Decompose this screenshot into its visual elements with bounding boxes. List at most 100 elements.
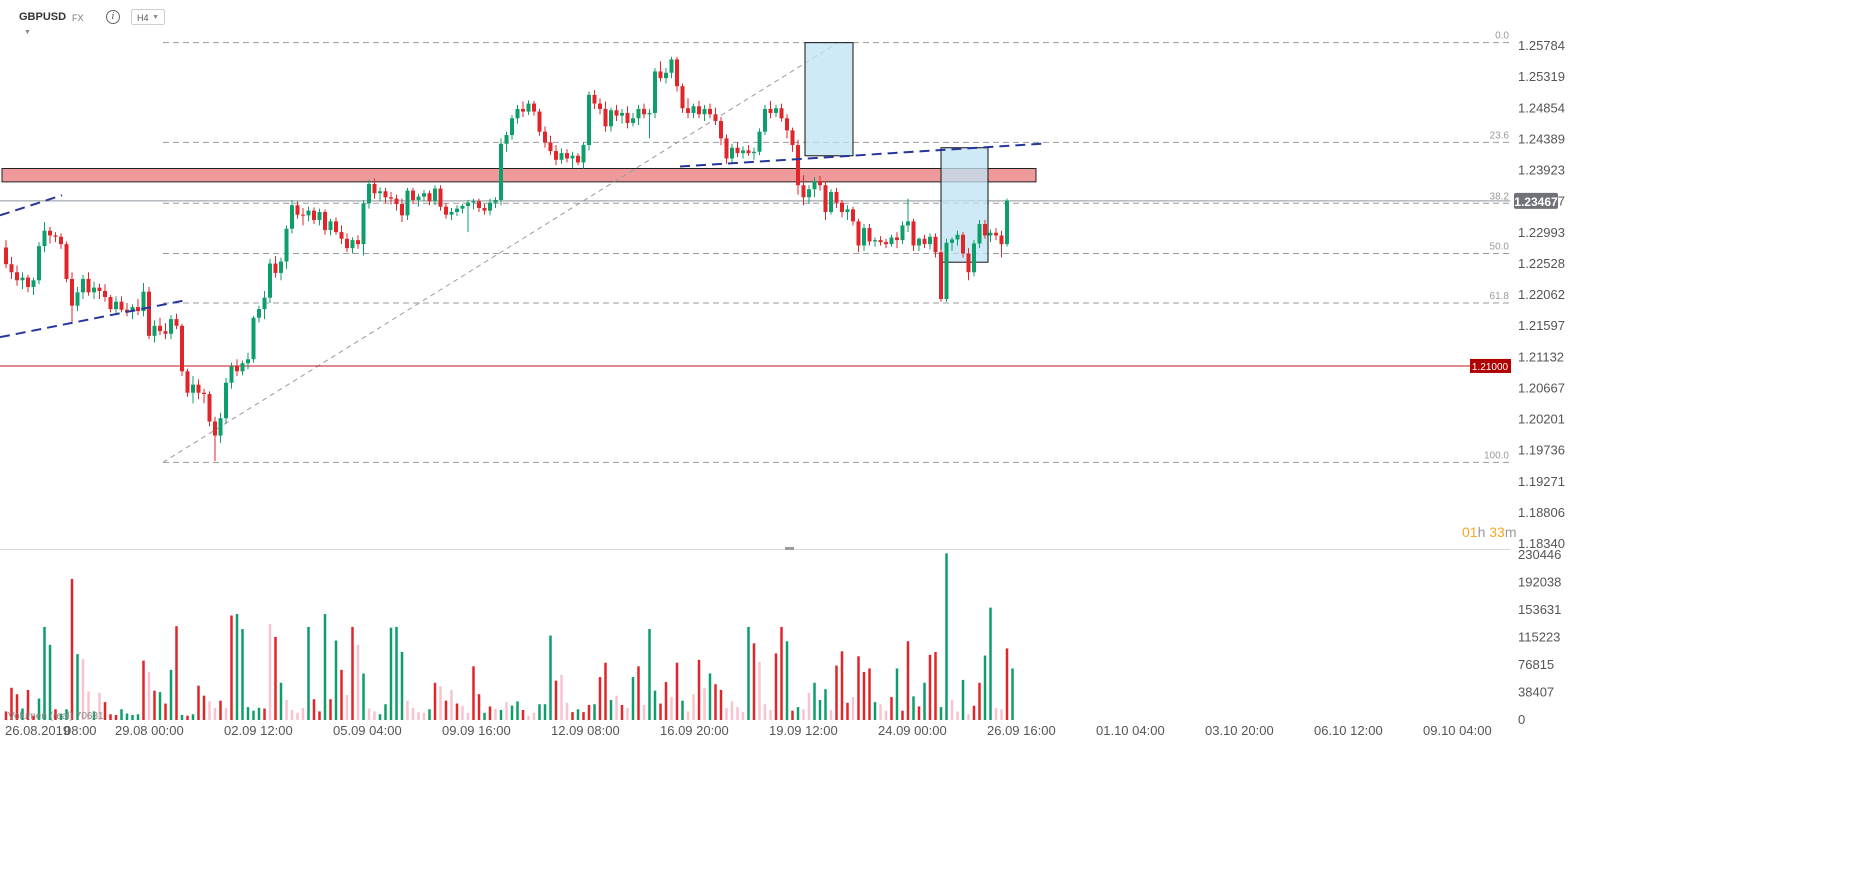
volume-bar [967,714,970,720]
volume-bar [796,707,800,720]
volume-bar [510,705,514,720]
candle-body [818,181,822,186]
volume-bar [472,666,475,720]
volume-bar [851,697,855,720]
volume-bar [708,673,712,720]
candle-body [768,108,773,113]
price-tick-label: 1.22993 [1518,225,1565,240]
volume-bar [923,682,926,720]
volume-bar [367,708,371,720]
candle-body [42,230,47,247]
volume-bar [824,689,827,720]
candle-body [532,103,536,112]
volume-bar [818,699,822,720]
candle-body [653,71,657,113]
volume-bar [428,709,431,720]
price-tick-label: 1.21597 [1518,318,1565,333]
symbol-label[interactable]: GBPUSD [19,11,67,23]
candle-body [301,214,305,216]
volume-bar [549,635,552,720]
candle-body [636,108,641,119]
volume-bar [873,702,877,720]
volume-bar [230,615,233,720]
fib-level-label: 100.0 [1484,450,1509,461]
candle-body [455,208,459,212]
candle-body [961,234,965,254]
volume-bar [829,709,833,720]
candle-body [114,301,118,310]
candle-body [785,118,789,131]
candle-body [147,291,151,336]
volume-bar [257,707,261,720]
candle-body [774,108,778,113]
volume-bar [780,626,783,720]
volume-bar [763,704,767,720]
volume-bar [736,707,739,720]
current-price-label: 1.23467 [1514,195,1558,209]
candle-body [378,191,382,194]
candle-body [807,189,811,198]
volume-bar [560,674,563,720]
volume-bar [609,699,613,720]
volume-bar [384,704,387,720]
volume-bar [296,712,299,720]
volume-bar [175,626,178,720]
price-tick-label: 1.20201 [1518,412,1565,427]
candle-body [482,207,487,211]
volume-bar [620,704,624,720]
candle-body [196,384,201,393]
time-axis-label: 16.09 20:00 [660,723,729,738]
candle-body [81,278,85,293]
volume-bar [70,578,74,720]
candle-body [31,280,36,287]
volume-bar [213,707,217,720]
candle-body [598,103,602,109]
volume-bar [642,704,646,720]
timeframe-select[interactable]: H4 ▼ [131,9,165,25]
volume-bar [648,629,651,720]
candle-body [70,278,74,306]
info-icon[interactable]: i [106,10,120,24]
price-tick-label: 1.18340 [1518,536,1565,551]
current-price-badge [1514,192,1558,209]
volume-bar [389,627,393,720]
volume-bar [978,682,981,720]
candle-body [15,272,19,281]
candle-body [405,190,410,216]
candle-body [576,155,580,163]
symbol-dropdown-icon[interactable]: ▼ [24,29,31,36]
candle-body [4,247,8,265]
volume-bar [318,711,321,720]
volume-bar [373,711,376,720]
volume-bar [307,626,310,720]
candle-body [92,287,96,293]
volume-bar [378,714,382,720]
volume-bar [961,679,965,720]
volume-bar [439,686,442,720]
volume-bar [109,714,112,720]
candle-body [471,201,476,203]
candle-body [48,230,52,236]
candle-body [922,238,927,245]
candle-body [587,94,591,146]
volume-bar [598,677,602,720]
volume-bar [527,715,530,720]
volume-bar [675,662,679,720]
candle-body [543,131,547,143]
volume-bar [714,684,717,720]
candle-body [207,394,212,422]
volume-bar [521,709,525,720]
volume-bar [802,709,805,720]
candle-body [350,240,355,249]
candle-body [939,252,943,300]
candle-body [548,142,553,152]
candle-body [284,228,289,262]
volume-bar [26,689,30,720]
candle-body [356,240,360,245]
volume-bar [169,669,173,720]
candle-body [312,210,316,221]
volume-bar [125,713,129,720]
volume-bar [345,694,349,720]
candle-body [394,198,399,204]
